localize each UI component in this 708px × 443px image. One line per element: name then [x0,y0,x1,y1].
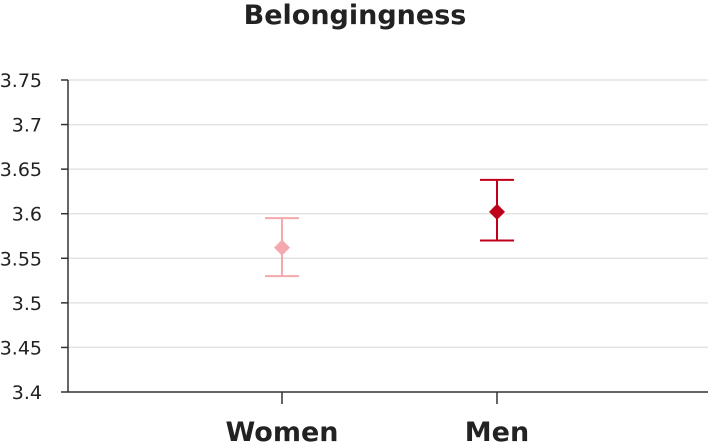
gridlines [68,79,708,349]
y-tick-label: 3.6 [12,204,42,226]
y-tick-label: 3.45 [0,337,42,359]
x-tick-label-women: Women [225,417,338,443]
data-points [265,178,514,278]
point-group-women [265,217,299,278]
x-tick-labels: Women Men [225,417,529,443]
point-group-men [480,178,514,242]
y-tick-label: 3.4 [12,382,42,404]
diamond-marker-women [274,239,290,256]
y-tick-label: 3.75 [0,70,42,92]
axes [61,79,708,404]
x-tick-label-men: Men [465,417,529,443]
chart-title: Belongingness [244,0,467,31]
diamond-marker-men [489,203,505,220]
y-tick-labels: 3.4 3.45 3.5 3.55 3.6 3.65 3.7 3.75 [0,70,42,404]
y-tick-label: 3.5 [12,293,42,315]
y-tick-label: 3.65 [0,159,42,181]
y-tick-label: 3.7 [12,115,42,137]
y-tick-label: 3.55 [0,248,42,270]
